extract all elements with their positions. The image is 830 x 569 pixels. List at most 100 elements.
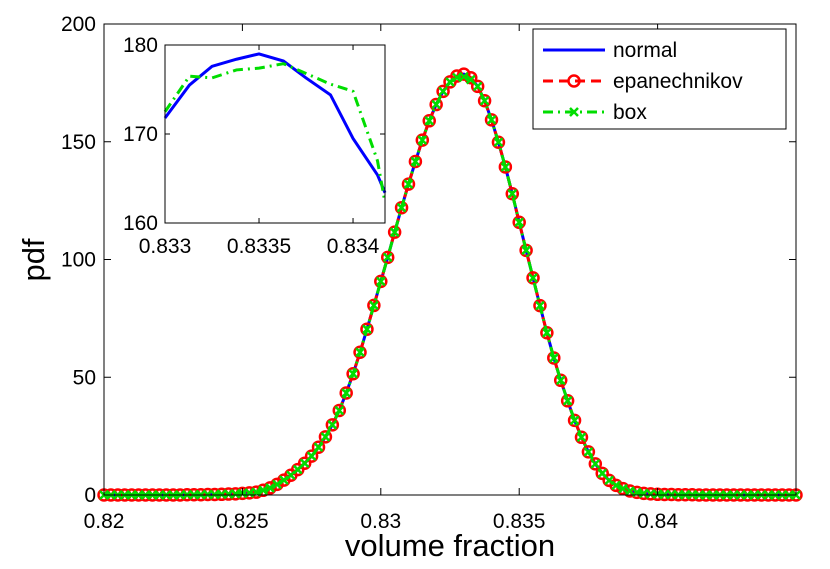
main-ticks-layer: 0.82 0.825 0.83 0.835 0.84 0 50 100 150 200: [61, 13, 796, 533]
x-tick-label: 0.83: [360, 510, 401, 533]
point-epanechnikov: [311, 440, 326, 454]
inset-series-normal: [163, 52, 387, 194]
point-box: [514, 217, 525, 228]
point-epanechnikov: [401, 177, 416, 191]
point-box: [590, 459, 601, 469]
point-box: [265, 483, 275, 493]
point-epanechnikov: [491, 135, 506, 149]
point-epanechnikov: [581, 445, 596, 459]
inset-x-tick-label: 0.8335: [227, 235, 291, 258]
point-box: [465, 74, 476, 85]
point-box: [486, 114, 497, 125]
point-epanechnikov: [374, 274, 388, 289]
point-box: [555, 375, 566, 386]
point-box: [611, 480, 621, 491]
point-box: [562, 395, 573, 406]
point-epanechnikov: [560, 394, 575, 408]
point-box: [604, 475, 615, 486]
x-axis-label: volume fraction: [345, 528, 555, 563]
inset-y-tick-label: 160: [123, 212, 158, 235]
point-box: [583, 447, 594, 457]
point-box: [299, 458, 310, 469]
legend-label-box: box: [613, 101, 647, 124]
point-epanechnikov: [477, 94, 492, 108]
point-epanechnikov: [346, 366, 360, 381]
y-tick-label: 50: [73, 366, 96, 389]
point-epanechnikov: [436, 84, 450, 99]
point-box: [306, 451, 317, 462]
point-box: [355, 347, 365, 358]
point-box: [417, 135, 428, 145]
point-epanechnikov: [574, 430, 589, 445]
inset-x-tick-label: 0.834: [327, 235, 380, 258]
inset-y-tick-label: 180: [123, 34, 158, 57]
inset-ticks-layer: 0.833 0.8335 0.834 160 170 180: [123, 34, 385, 258]
legend-label-normal: normal: [613, 39, 677, 62]
point-box: [528, 272, 538, 283]
point-box: [424, 115, 435, 126]
point-box: [479, 95, 490, 106]
legend-marker-epanechnikov: [567, 74, 581, 88]
y-tick-label: 0: [84, 484, 96, 507]
point-epanechnikov: [553, 373, 568, 388]
point-epanechnikov: [457, 67, 471, 81]
point-box: [445, 77, 455, 87]
point-box: [334, 405, 345, 416]
point-box: [541, 327, 552, 338]
point-epanechnikov: [470, 79, 485, 94]
point-box: [431, 99, 442, 110]
main-series-layer: [97, 67, 803, 502]
point-epanechnikov: [318, 430, 333, 444]
x-tick-label: 0.82: [84, 510, 125, 533]
point-epanechnikov: [325, 418, 340, 432]
point-epanechnikov: [332, 403, 347, 418]
point-box: [272, 479, 282, 490]
point-box: [396, 202, 407, 213]
y-tick-label: 150: [61, 131, 96, 154]
point-epanechnikov: [360, 322, 374, 336]
point-epanechnikov: [339, 386, 353, 400]
point-epanechnikov: [422, 114, 436, 128]
point-box: [279, 475, 289, 486]
point-epanechnikov: [297, 456, 312, 470]
point-box: [458, 71, 469, 82]
point-box: [410, 156, 421, 167]
point-box: [576, 432, 587, 443]
point-box: [493, 137, 504, 148]
point-box: [348, 368, 359, 379]
x-tick-label: 0.825: [216, 510, 269, 533]
point-box: [535, 300, 545, 311]
point-box: [403, 179, 414, 190]
point-box: [362, 324, 372, 335]
point-epanechnikov: [429, 97, 443, 112]
point-box: [313, 442, 324, 453]
point-box: [327, 419, 338, 430]
point-box: [368, 300, 379, 311]
inset-y-tick-label: 170: [123, 123, 158, 146]
point-box: [500, 162, 511, 172]
inset-plot: 0.833 0.8335 0.834 160 170 180: [123, 34, 387, 258]
legend: normal epanechnikov box: [532, 28, 787, 130]
inset-x-tick-label: 0.833: [139, 235, 192, 258]
point-epanechnikov: [484, 113, 499, 127]
point-box: [548, 353, 559, 363]
point-epanechnikov: [304, 449, 319, 463]
point-epanechnikov: [567, 413, 582, 428]
point-box: [625, 486, 635, 496]
point-box: [389, 227, 400, 238]
point-box: [597, 468, 608, 479]
point-box: [382, 252, 393, 263]
y-tick-label: 200: [61, 13, 96, 36]
legend-marker-box: [569, 107, 579, 117]
point-box: [341, 388, 352, 398]
point-epanechnikov: [595, 466, 609, 481]
point-epanechnikov: [408, 154, 423, 169]
point-box: [569, 415, 580, 426]
x-tick-label: 0.84: [637, 510, 678, 533]
point-epanechnikov: [588, 457, 603, 471]
point-epanechnikov: [609, 478, 623, 493]
legend-label-epanechnikov: epanechnikov: [613, 70, 743, 93]
inset-series-box: [163, 62, 387, 203]
point-epanechnikov: [367, 298, 381, 313]
